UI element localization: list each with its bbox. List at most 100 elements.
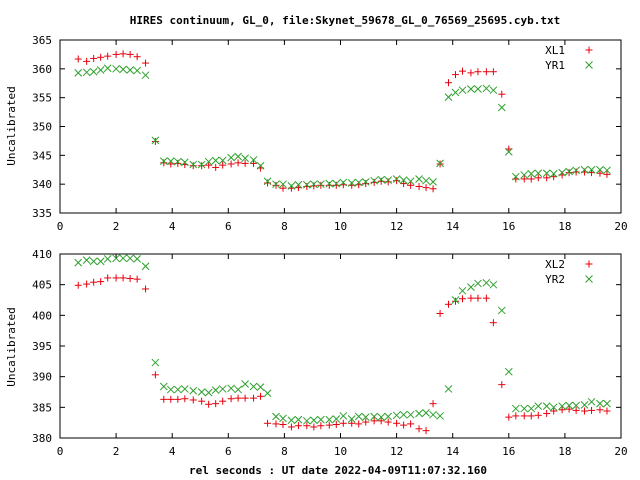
data-point (482, 294, 490, 302)
data-point (459, 295, 467, 303)
data-point (241, 154, 249, 163)
data-point (96, 66, 105, 74)
data-point (558, 168, 566, 177)
data-point (393, 177, 401, 185)
data-point (212, 163, 220, 171)
x-tick-label: 4 (169, 220, 176, 233)
data-point (498, 90, 506, 98)
data-point (444, 93, 453, 101)
plot-frame (59, 253, 622, 439)
data-point (511, 172, 520, 181)
data-point (355, 420, 363, 428)
data-point (205, 400, 213, 408)
data-point (279, 184, 287, 192)
legend-label: XL2 (545, 258, 565, 271)
data-point (504, 148, 513, 156)
data-point (572, 168, 580, 176)
data-point (166, 385, 175, 394)
x-tick-label: 10 (334, 220, 347, 233)
data-point (204, 388, 213, 397)
data-point (249, 156, 258, 164)
data-point (180, 158, 189, 167)
data-point (580, 165, 589, 174)
data-point (227, 160, 235, 168)
data-point (384, 176, 393, 184)
data-point (234, 152, 242, 161)
data-point (234, 394, 242, 402)
data-point (310, 182, 318, 190)
data-point (189, 160, 198, 169)
data-point (436, 309, 444, 317)
data-point (325, 415, 334, 424)
data-point (565, 401, 573, 410)
data-point (294, 415, 303, 424)
legend-label: YR2 (545, 273, 565, 286)
y-tick-label: 360 (32, 63, 52, 76)
data-point (572, 401, 580, 410)
data-point (159, 157, 168, 165)
data-point (198, 162, 206, 170)
data-point (90, 54, 98, 62)
data-point (603, 170, 611, 178)
data-point (212, 400, 220, 408)
data-point (133, 255, 141, 263)
data-point (142, 285, 150, 293)
data-point (596, 165, 604, 174)
data-point (126, 254, 134, 263)
data-point (189, 386, 198, 395)
x-tick-label: 14 (446, 445, 460, 458)
data-point (112, 64, 120, 73)
data-point (407, 181, 415, 189)
data-point (189, 396, 197, 404)
data-point (263, 177, 272, 186)
data-point (317, 422, 325, 430)
x-tick-label: 14 (446, 220, 460, 233)
panel-bottom: 0 2 4 6 8 10 12 14 16 18 20 380 385 390 395 400 405 410 U… (5, 248, 628, 458)
legend-marker (585, 275, 593, 283)
data-point (241, 380, 249, 388)
data-point (302, 180, 311, 189)
data-point (141, 262, 150, 271)
data-point (400, 421, 408, 429)
x-tick-label: 2 (113, 445, 120, 458)
data-point (587, 397, 596, 406)
data-point (489, 280, 498, 289)
data-point (83, 280, 91, 288)
panel-top-marks (74, 50, 611, 193)
data-point (354, 178, 363, 187)
data-point (325, 179, 334, 188)
data-point (415, 425, 423, 433)
data-point (482, 278, 491, 287)
data-point (467, 294, 475, 302)
data-point (489, 86, 498, 95)
x-tick-label: 8 (281, 220, 288, 233)
data-point (377, 175, 386, 184)
data-point (112, 50, 120, 58)
data-point (82, 68, 91, 77)
data-point (174, 395, 182, 403)
data-point (197, 388, 206, 396)
data-point (511, 404, 520, 413)
data-point (370, 412, 379, 421)
data-point (133, 275, 141, 283)
x-tick-label: 10 (334, 445, 347, 458)
data-point (422, 176, 430, 185)
panel-bottom-ylabel: Uncalibrated (5, 307, 18, 386)
x-tick-label: 2 (113, 220, 120, 233)
data-point (96, 257, 105, 266)
data-point (558, 402, 566, 410)
data-point (339, 419, 347, 427)
data-point (362, 418, 370, 426)
data-point (272, 412, 280, 421)
data-point (317, 181, 325, 189)
data-point (482, 68, 490, 76)
data-point (489, 68, 497, 76)
data-point (370, 176, 379, 185)
data-point (167, 395, 175, 403)
legend-label: XL1 (545, 44, 565, 57)
data-point (332, 415, 341, 423)
data-point (520, 412, 528, 420)
y-tick-label: 410 (32, 248, 52, 261)
data-point (497, 103, 506, 112)
